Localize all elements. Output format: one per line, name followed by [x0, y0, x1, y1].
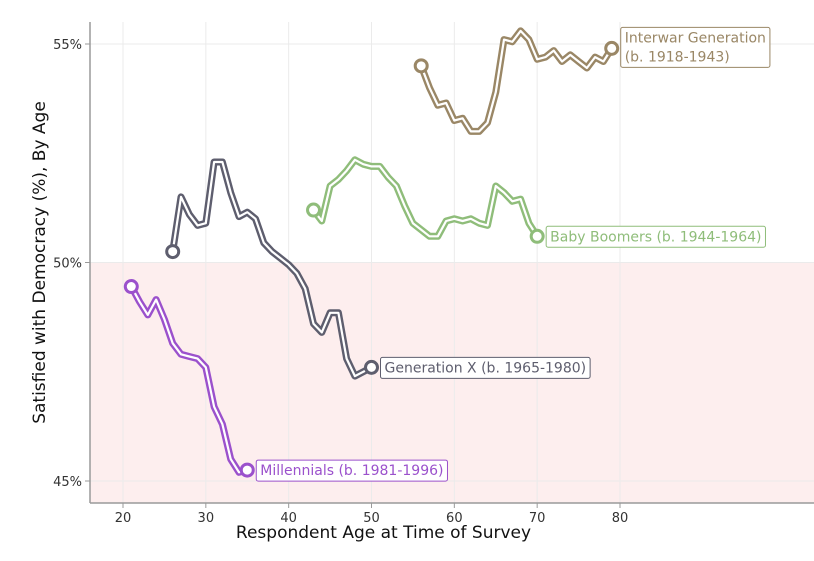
x-tick-label: 50	[363, 511, 380, 526]
series-line-inner	[312, 158, 539, 238]
series-start-marker	[123, 279, 139, 295]
series-end-marker	[239, 462, 255, 478]
series-label-generation-x: Generation X (b. 1965-1980)	[380, 356, 591, 379]
series-baby-boomers	[306, 156, 545, 244]
x-axis-title: Respondent Age at Time of Survey	[236, 523, 531, 543]
gridlines	[90, 22, 814, 503]
series-label-box	[380, 356, 591, 379]
series-label-text: Baby Boomers (b. 1944-1964)	[550, 229, 761, 245]
series-label-text: Millennials (b. 1981-1996)	[260, 463, 443, 479]
series-millennials	[123, 279, 255, 478]
series-label-baby-boomers: Baby Boomers (b. 1944-1964)	[545, 225, 766, 248]
x-tick-label: 20	[115, 511, 132, 526]
series-label-text: (b. 1918-1943)	[625, 49, 730, 65]
series-label-text: Generation X (b. 1965-1980)	[385, 360, 587, 376]
series-labels: Interwar Generation (b. 1918-1943) Baby B…	[255, 26, 771, 482]
x-tick-label: 60	[446, 511, 463, 526]
x-tick-label: 30	[198, 511, 215, 526]
series-label-text: Interwar Generation	[625, 30, 766, 46]
series-end-marker	[604, 40, 620, 56]
series-label-box	[255, 459, 448, 482]
y-tick-label: 50%	[53, 257, 82, 272]
y-tick-label: 55%	[53, 38, 82, 53]
series-line-inner	[420, 29, 613, 133]
series-label-millennials: Millennials (b. 1981-1996)	[255, 459, 448, 482]
series-end-marker	[529, 228, 545, 244]
series-line-inner	[171, 160, 373, 378]
series-label-box	[620, 26, 771, 68]
y-axis-title: Satisfied with Democracy (%), By Age	[30, 101, 50, 424]
series-layer	[123, 27, 620, 478]
series-start-marker	[165, 244, 181, 260]
series-label-box	[545, 225, 766, 248]
series-start-marker	[413, 58, 429, 74]
series-line-inner	[130, 285, 249, 474]
series-generation-x	[165, 158, 379, 380]
x-tick-label: 80	[612, 511, 629, 526]
series-end-marker	[364, 359, 379, 375]
x-axis-ticks: 20 30 40 50 60 70 80	[115, 503, 629, 526]
y-tick-label: 45%	[53, 475, 82, 490]
series-interwar-generation	[413, 27, 620, 135]
y-axis-ticks: 45% 50% 55%	[53, 38, 90, 490]
below-50-shaded-region	[90, 262, 814, 503]
x-tick-label: 40	[280, 511, 297, 526]
series-start-marker	[306, 202, 322, 218]
x-tick-label: 70	[529, 511, 546, 526]
series-label-interwar-generation: Interwar Generation (b. 1918-1943)	[620, 26, 771, 68]
